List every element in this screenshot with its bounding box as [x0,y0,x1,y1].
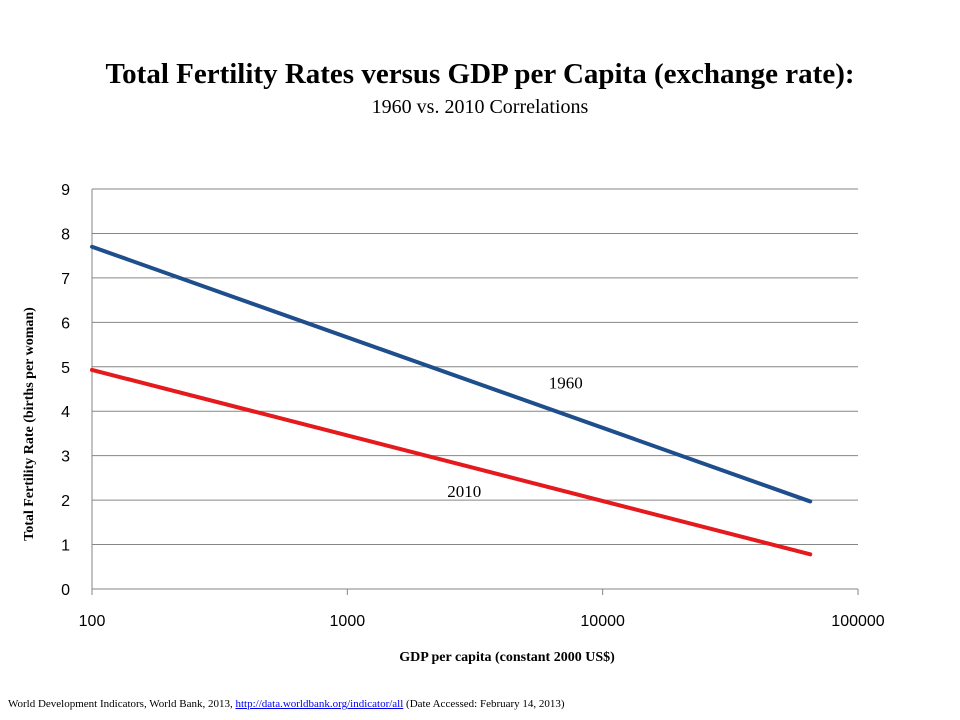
series-label-1960: 1960 [549,374,583,393]
x-tick-label-100000: 100000 [831,613,884,630]
y-tick-label-0: 0 [61,582,70,599]
y-tick-label-2: 2 [61,493,70,510]
series-labels: 1960 2010 [447,374,583,502]
source-link[interactable]: http://data.worldbank.org/indicator/all [235,698,404,710]
x-tick-labels: 100 1000 10000 100000 [79,613,885,630]
y-tick-label-1: 1 [61,538,70,555]
y-tick-label-7: 7 [61,271,70,288]
y-tick-label-3: 3 [61,449,70,466]
axes [91,189,859,595]
source-prefix: World Development Indicators, World Bank… [8,698,236,710]
x-axis-label: GDP per capita (constant 2000 US$) [399,650,615,665]
chart-title: Total Fertility Rates versus GDP per Cap… [105,58,855,90]
y-tick-label-4: 4 [61,404,70,421]
y-tick-label-8: 8 [61,226,70,243]
series-line-2010 [90,367,813,557]
source-citation: World Development Indicators, World Bank… [8,698,565,710]
x-tick-label-1000: 1000 [330,613,366,630]
y-tick-labels: 0 1 2 3 4 5 6 7 8 9 [61,182,70,599]
series-lines [90,244,813,557]
x-tick-label-100: 100 [79,613,106,630]
y-axis-label: Total Fertility Rate (births per woman) [22,307,37,541]
series-line-1960 [90,244,813,504]
y-tick-label-9: 9 [61,182,70,199]
y-tick-label-5: 5 [61,360,70,377]
x-tick-label-10000: 10000 [580,613,625,630]
grid-lines [92,188,858,546]
source-suffix: (Date Accessed: February 14, 2013) [403,698,565,710]
series-label-2010: 2010 [447,482,481,501]
chart-subtitle: 1960 vs. 2010 Correlations [371,96,589,118]
y-tick-label-6: 6 [61,315,70,332]
